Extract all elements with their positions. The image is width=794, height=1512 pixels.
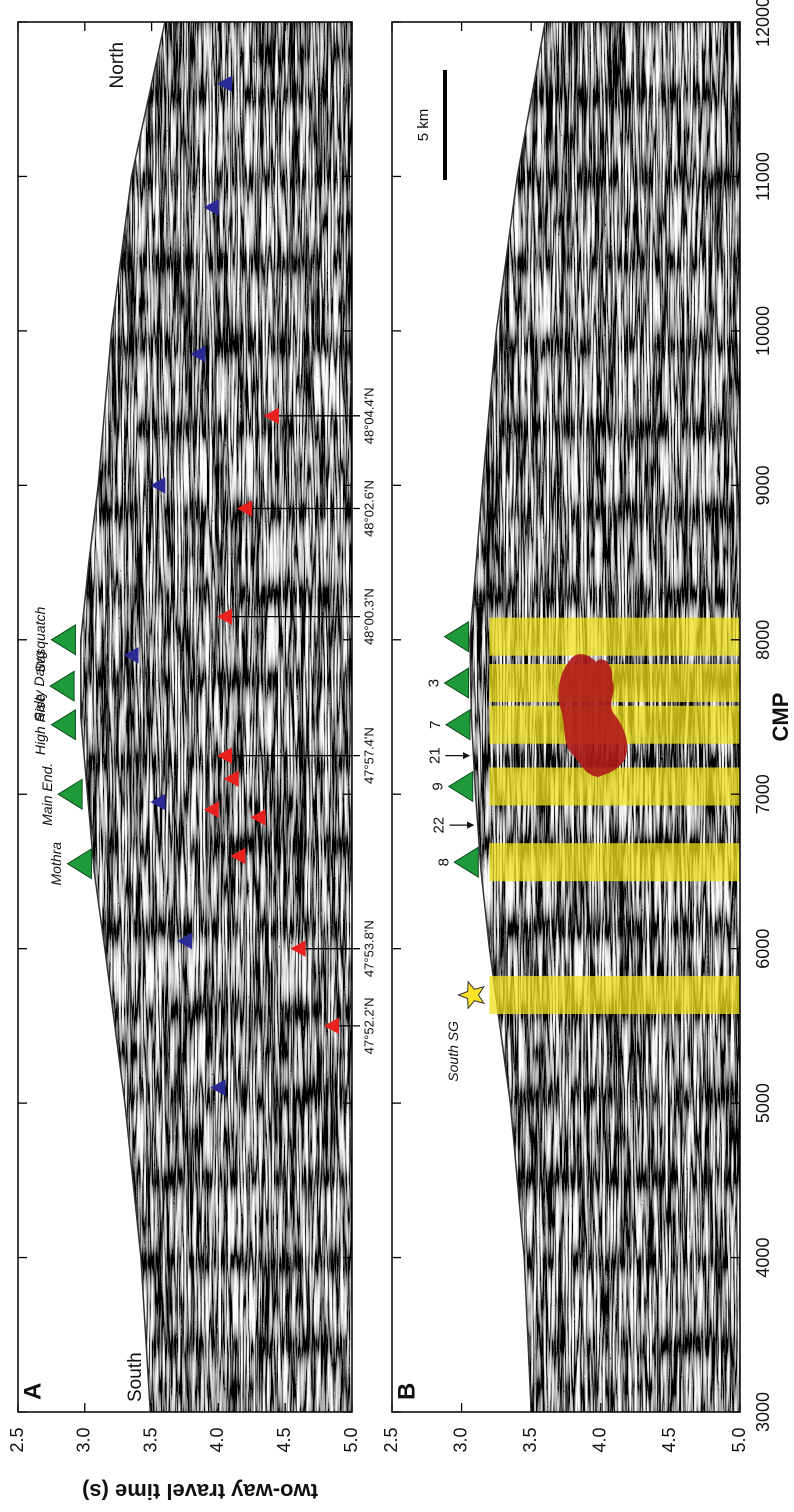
x-tick-label: 8000 <box>753 620 773 660</box>
red-reflector-marker <box>290 940 306 957</box>
red-reflector-marker <box>237 500 253 517</box>
vent-marker <box>443 667 470 699</box>
blue-reflector-marker <box>217 75 233 93</box>
frame <box>391 21 741 1413</box>
latitude-label: 47°57.4'N <box>361 727 376 784</box>
vent-name: Main End. <box>39 763 55 826</box>
vent-marker <box>443 620 470 653</box>
blue-reflector-marker <box>203 199 219 216</box>
vent-number: 21 <box>426 747 443 764</box>
x-axis-title: CMP <box>768 693 793 742</box>
y-tick-label: 5.0 <box>729 1427 749 1452</box>
star-marker <box>457 980 485 1010</box>
vent-band <box>489 767 740 806</box>
vent-marker <box>453 846 479 878</box>
blue-reflector-marker <box>177 932 192 950</box>
frame <box>17 21 353 1413</box>
y-tick-label: 3.0 <box>74 1427 94 1452</box>
y-tick-label: 4.0 <box>207 1427 227 1452</box>
latitude-label: 47°52.2'N <box>361 997 376 1054</box>
vent-number: 8 <box>435 858 452 866</box>
vent-band <box>489 976 740 1014</box>
y-axis-title: two-way travel time (s) <box>82 1479 318 1504</box>
x-tick-label: 12000 <box>753 0 773 47</box>
red-reflector-marker <box>250 809 266 826</box>
vent-name: Sasquatch <box>32 606 48 672</box>
scale-label: 5 km <box>415 109 432 142</box>
vent-number: 9 <box>430 782 447 790</box>
vent-band <box>489 843 740 882</box>
vent-name: High Rise <box>32 694 48 755</box>
vent-number: 22 <box>430 817 447 834</box>
star-label: South SG <box>445 1021 461 1082</box>
red-reflector-marker <box>230 847 246 865</box>
vent-marker <box>445 708 471 741</box>
blue-reflector-marker <box>123 646 139 664</box>
melt-lens <box>558 654 628 777</box>
x-tick-label: 6000 <box>753 929 773 969</box>
x-tick-label: 11000 <box>753 152 773 201</box>
y-tick-label: 3.0 <box>450 1427 470 1452</box>
y-tick-label: 3.5 <box>520 1427 540 1452</box>
panel-letter: B <box>393 1383 420 1400</box>
x-tick-label: 7000 <box>753 774 773 814</box>
red-reflector-marker <box>203 801 219 818</box>
red-reflector-marker <box>217 747 233 764</box>
latitude-label: 47°53.8'N <box>361 920 376 977</box>
vent-band <box>489 664 740 703</box>
y-tick-label: 4.5 <box>274 1427 294 1452</box>
x-tick-label: 4000 <box>753 1238 773 1278</box>
vent-marker <box>57 778 83 811</box>
red-reflector-marker <box>223 770 239 788</box>
x-tick-label: 10000 <box>753 306 773 356</box>
latitude-label: 48°00.3'N <box>361 588 376 645</box>
latitude-label: 48°04.4'N <box>361 387 376 444</box>
vent-number: 3 <box>426 679 443 687</box>
vent-marker <box>49 670 75 702</box>
panel-letter: A <box>19 1383 46 1400</box>
vent-name: Salty Dawg <box>31 650 47 721</box>
vent-marker <box>447 770 474 803</box>
x-tick-label: 3000 <box>753 1392 773 1432</box>
direction-label: North <box>107 42 128 88</box>
y-tick-label: 4.0 <box>590 1427 610 1452</box>
vent-number: 7 <box>427 721 444 729</box>
rotated-figure: 2.5 3.0 3.5 4.0 4.5 5.0 two-way travel time (s… <box>7 0 793 1504</box>
x-tick-label: 5000 <box>753 1083 773 1123</box>
y-tick-label: 3.5 <box>140 1427 160 1452</box>
blue-reflector-marker <box>190 345 206 363</box>
red-reflector-marker <box>217 608 233 625</box>
panel <box>18 22 352 1412</box>
blue-reflector-marker <box>150 477 166 494</box>
red-reflector-marker <box>263 407 279 425</box>
vent-name: Mothra <box>48 842 64 886</box>
x-tick-label: 9000 <box>753 465 773 505</box>
vent-marker <box>50 708 76 741</box>
latitude-label: 48°02.6'N <box>361 480 376 537</box>
y-tick-label: 2.5 <box>381 1427 401 1452</box>
red-reflector-marker <box>323 1017 339 1035</box>
y-tick-label: 2.5 <box>7 1427 27 1452</box>
vent-band <box>489 617 740 656</box>
y-tick-label: 4.5 <box>659 1427 679 1452</box>
blue-reflector-marker <box>210 1079 226 1096</box>
vent-marker <box>66 847 92 880</box>
water-column <box>18 22 165 1412</box>
vent-marker <box>50 623 76 656</box>
panel <box>392 22 740 1412</box>
blue-reflector-marker <box>150 793 166 811</box>
y-tick-label: 5.0 <box>341 1427 361 1452</box>
direction-label: South <box>125 1352 146 1402</box>
seafloor <box>469 22 546 1412</box>
seafloor <box>80 22 166 1412</box>
